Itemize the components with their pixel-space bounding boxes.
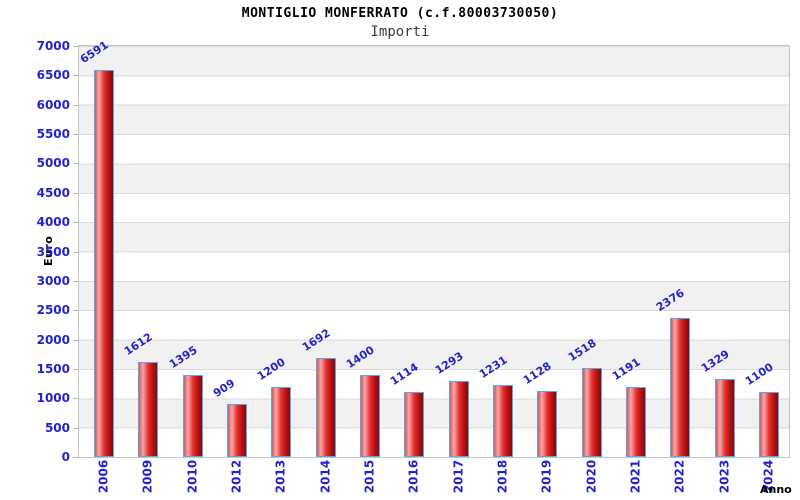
y-axis-tick-labels: 7000 6500 6000 5500 5000 4500 4000 3500 3000 2500…: [0, 39, 70, 464]
bar-value-label: 2376: [654, 285, 688, 314]
y-tick-label: 5000: [36, 156, 70, 171]
y-tick-mark: [73, 368, 78, 370]
y-tick-mark: [73, 104, 78, 106]
y-tick-label: 0: [61, 450, 70, 464]
bar-value-label: 1518: [565, 336, 599, 364]
bar-2014: [315, 357, 336, 457]
bar-value-label: 1200: [255, 354, 289, 383]
y-tick-mark: [73, 339, 78, 341]
bar-value-label: 1692: [299, 326, 333, 354]
y-tick-label: 500: [44, 420, 70, 435]
x-tick-label: 2006: [96, 459, 111, 494]
bar-value-label: 1128: [521, 359, 555, 387]
x-tick-label: 2009: [140, 459, 155, 494]
bar-2015: [359, 374, 380, 457]
bar-2018: [492, 384, 513, 457]
chart-subtitle: Importi: [370, 24, 430, 40]
y-tick-mark: [73, 280, 78, 282]
y-tick-mark: [73, 427, 78, 429]
bar-2006: [94, 70, 114, 457]
bar-2012: [226, 403, 247, 457]
bar-value-label: 1100: [742, 360, 776, 389]
y-tick-label: 4500: [36, 185, 70, 200]
bar-value-label: 1612: [122, 330, 156, 359]
bar-2023: [714, 379, 735, 457]
x-tick-label: 2015: [362, 459, 377, 494]
y-tick-label: 1500: [36, 361, 70, 376]
bar-2017: [448, 381, 469, 457]
bar-value-label: 1231: [476, 353, 510, 381]
bar-value-label: 1293: [432, 349, 466, 378]
y-tick-label: 2000: [36, 332, 70, 347]
y-tick-label: 1000: [36, 391, 70, 406]
y-tick-label: 4000: [36, 215, 70, 230]
x-tick-label: 2016: [406, 459, 421, 494]
y-tick-label: 3000: [36, 273, 70, 288]
y-tick-mark: [73, 457, 78, 458]
y-tick-mark: [73, 163, 78, 165]
x-tick-label: 2010: [185, 459, 200, 494]
x-tick-label: 2019: [539, 459, 554, 494]
bar-2009: [138, 362, 159, 457]
x-axis-title: Anno: [760, 483, 792, 496]
y-tick-label: 7000: [36, 39, 70, 53]
bar-2019: [537, 390, 558, 457]
x-tick-label: 2018: [495, 459, 510, 494]
x-tick-label: 2022: [672, 459, 687, 494]
y-tick-label: 3500: [36, 244, 70, 259]
bar-value-label: 1329: [698, 347, 732, 375]
bar-2024: [758, 392, 779, 457]
bar-value-label: 909: [210, 376, 238, 400]
y-tick-mark: [73, 134, 78, 136]
bar-2010: [182, 375, 203, 457]
bar-value-label: 1395: [166, 343, 200, 372]
y-tick-label: 2500: [36, 303, 70, 318]
bar-value-label: 1400: [343, 343, 377, 371]
bar-value-label: 6591: [77, 38, 111, 66]
y-tick-label: 6000: [36, 97, 70, 112]
y-tick-label: 5500: [36, 127, 70, 142]
bar-2021: [625, 387, 646, 457]
bar-2016: [404, 391, 425, 457]
y-tick-mark: [73, 310, 78, 312]
x-tick-label: 2012: [229, 459, 244, 494]
y-tick-mark: [73, 398, 78, 400]
y-tick-mark: [73, 75, 78, 77]
x-tick-label: 2021: [628, 459, 643, 494]
x-tick-label: 2013: [273, 459, 288, 494]
bar-2020: [581, 367, 602, 457]
bar-value-label: 1191: [609, 355, 643, 384]
bar-2022: [670, 317, 691, 457]
y-tick-mark: [73, 222, 78, 224]
x-axis-tick-labels: 2006 2009 2010 2012 2013 2014 2015 2016 2017 2018…: [79, 460, 789, 500]
plot-area: 6591 1612 1395 909 1200 1692 1400 1114 1293 1231 1…: [78, 38, 790, 458]
chart-title: MONTIGLIO MONFERRATO (c.f.80003730050): [241, 6, 559, 21]
bar-value-label: 1114: [388, 360, 422, 388]
x-tick-label: 2014: [318, 459, 333, 494]
bar-2013: [271, 386, 292, 457]
x-tick-label: 2023: [717, 459, 732, 494]
x-tick-label: 2017: [451, 459, 466, 494]
x-tick-label: 2020: [584, 459, 599, 494]
y-tick-mark: [73, 251, 78, 253]
y-tick-mark: [73, 192, 78, 194]
y-tick-mark: [73, 46, 78, 47]
y-tick-label: 6500: [36, 68, 70, 83]
